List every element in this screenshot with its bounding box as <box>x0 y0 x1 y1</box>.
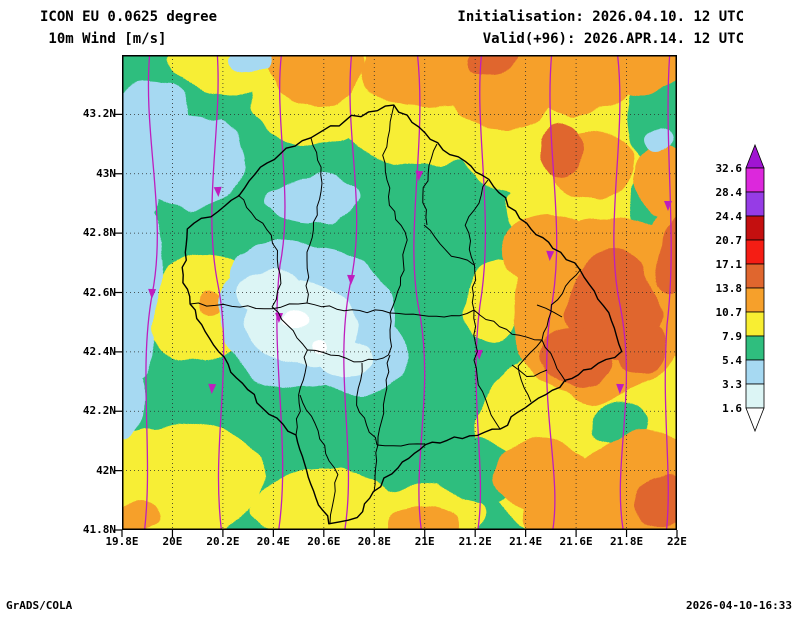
municipality-border <box>382 104 408 314</box>
streamline-arrowhead <box>415 170 424 181</box>
legend-level-label: 3.3 <box>722 378 742 391</box>
municipality-border <box>511 364 548 377</box>
map-plot-area <box>115 55 678 537</box>
municipality-border <box>306 302 391 314</box>
axis-ticks <box>115 113 678 537</box>
x-tick-label: 21.2E <box>458 535 492 548</box>
y-tick-label: 42.4N <box>82 344 116 358</box>
municipality-border <box>376 443 426 447</box>
municipality-border <box>464 179 489 311</box>
municipality-border <box>306 312 392 363</box>
x-tick-label: 20.2E <box>206 535 240 548</box>
creation-timestamp: 2026-04-10-16:33 <box>686 599 792 612</box>
y-tick-label: 43.2N <box>82 107 116 121</box>
streamline-arrowhead <box>616 383 625 394</box>
legend-color-box <box>745 383 765 409</box>
streamline-arrowhead <box>275 312 284 323</box>
x-tick-label: 21.8E <box>609 535 644 548</box>
legend-color-box <box>745 311 765 337</box>
municipality-border <box>373 354 391 493</box>
y-tick-label: 42.6N <box>82 285 116 299</box>
plot-frame <box>122 55 677 530</box>
legend-level-label: 10.7 <box>716 306 743 319</box>
legend-color-box <box>745 359 765 385</box>
municipality-border <box>189 302 308 310</box>
streamline-arrowhead <box>347 274 356 285</box>
municipality-border <box>299 394 339 524</box>
legend-color-box <box>745 167 765 193</box>
legend-color-box <box>745 263 765 289</box>
wind-streamlines <box>143 55 672 530</box>
streamline-arrowhead <box>213 186 222 197</box>
municipality-border <box>389 309 475 318</box>
legend-level-label: 20.7 <box>716 234 743 247</box>
legend-level-label: 28.4 <box>716 186 743 199</box>
administrative-boundaries <box>181 104 623 525</box>
legend-level-label: 1.6 <box>722 402 742 415</box>
municipality-border <box>423 224 475 266</box>
municipality-border <box>356 362 378 446</box>
y-tick-label: 43N <box>96 166 116 180</box>
x-tick-label: 20.4E <box>256 535 290 548</box>
init-time: Initialisation: 2026.04.10. 12 UTC <box>457 9 744 25</box>
legend-color-box <box>745 215 765 241</box>
legend-level-label: 7.9 <box>722 330 742 343</box>
legend-color-box <box>745 191 765 217</box>
streamline-arrowhead <box>208 383 217 394</box>
x-tick-label: 22E <box>667 535 687 548</box>
municipality-border <box>473 309 501 430</box>
legend-level-label: 5.4 <box>722 354 742 367</box>
legend-arrow-top <box>745 143 765 169</box>
x-tick-label: 21E <box>414 535 435 548</box>
municipality-border <box>473 309 543 341</box>
filled-contour-field <box>122 55 677 530</box>
y-tick-label: 42N <box>96 463 116 477</box>
country-border <box>181 104 623 525</box>
y-tick-label: 41.8N <box>82 523 116 536</box>
x-tick-label: 20.6E <box>307 535 341 548</box>
legend-color-box <box>745 287 765 313</box>
legend-color-box <box>745 335 765 361</box>
valid-time: Valid(+96): 2026.APR.14. 12 UTC <box>482 31 744 47</box>
municipality-border <box>237 194 282 308</box>
header-right: Initialisation: 2026.04.10. 12 UTC Valid… <box>457 6 744 50</box>
legend-color-box <box>745 239 765 265</box>
grads-credit: GrADS/COLA <box>6 599 73 612</box>
streamline-arrowhead <box>546 250 555 261</box>
municipality-border <box>541 339 567 383</box>
legend-level-label: 24.4 <box>716 210 743 223</box>
x-tick-label: 19.8E <box>105 535 139 548</box>
y-tick-label: 42.8N <box>82 226 116 240</box>
legend-arrow-bottom <box>745 407 765 433</box>
legend-level-label: 17.1 <box>716 258 743 271</box>
x-tick-label: 21.4E <box>509 535 543 548</box>
legend-level-label: 13.8 <box>716 282 743 295</box>
municipality-border <box>422 143 438 226</box>
colorbar-legend: 32.6 28.4 24.4 20.7 17.1 13.8 10.7 7.9 5.4 3.3 1.6 <box>716 143 765 433</box>
wind-speed-field <box>115 55 678 537</box>
x-tick-label: 21.6E <box>559 535 593 548</box>
municipality-border <box>541 268 582 341</box>
x-tick-label: 20.8E <box>357 535 391 548</box>
municipality-border <box>271 306 308 436</box>
parameter-name: 10m Wind [m/s] <box>40 31 167 47</box>
municipality-border <box>536 304 563 318</box>
municipality-border <box>305 137 323 304</box>
y-tick-label: 42.2N <box>82 404 116 418</box>
graticule <box>122 55 677 530</box>
streamline-arrowhead <box>148 288 157 299</box>
header-left: ICON EU 0.0625 degree 10m Wind [m/s] <box>40 6 217 50</box>
streamline-arrowhead <box>664 201 672 211</box>
x-tick-label: 20E <box>162 535 183 548</box>
legend-level-label: 32.6 <box>716 162 743 175</box>
model-name: ICON EU 0.0625 degree <box>40 9 218 25</box>
